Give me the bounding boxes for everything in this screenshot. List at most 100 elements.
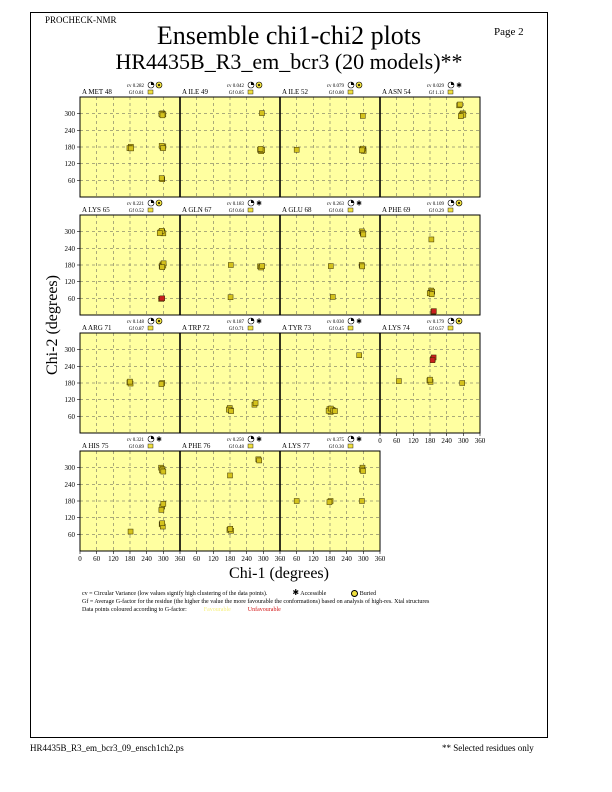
- panel-residue-label: A ILE 52: [282, 88, 309, 96]
- data-point: [359, 498, 365, 504]
- panel-cv-label: cv 0.187: [227, 320, 245, 325]
- data-point-unfavourable: [429, 357, 436, 363]
- legend-gf-text: Gf = Average G-factor for the residue (t…: [82, 599, 430, 605]
- panel-gf-label: Gf 0.64: [229, 209, 245, 214]
- cv-pie-slice: [451, 318, 454, 321]
- page-frame: [30, 12, 548, 738]
- y-tick-label: 240: [65, 245, 76, 253]
- buried-icon-dot: [458, 202, 460, 204]
- accessible-icon: ✱: [256, 318, 262, 326]
- legend-cv-row: cv = Circular Variance (low values signi…: [82, 589, 429, 598]
- data-point: [158, 175, 165, 181]
- panel-gf-label: Gf 0.57: [429, 327, 445, 332]
- footer-note: ** Selected residues only: [442, 743, 534, 753]
- y-tick-label: 180: [65, 262, 76, 270]
- x-tick-label: 0: [78, 555, 82, 563]
- panel-gf-label: Gf 0.81: [129, 91, 145, 96]
- panel-gf-label: Gf 0.71: [229, 327, 245, 332]
- buried-icon-dot: [258, 84, 260, 86]
- panel-cv-label: cv 0.221: [127, 202, 145, 207]
- cv-pie-slice: [251, 200, 254, 203]
- y-tick-label: 180: [65, 498, 76, 506]
- panel-gf-label: Gf 0.87: [129, 327, 145, 332]
- buried-icon-dot: [358, 84, 360, 86]
- panel-residue-label: A ARG 71: [82, 324, 112, 332]
- gf-swatch: [447, 89, 454, 95]
- gf-swatch: [147, 89, 154, 95]
- panel-gf-label: Gf 0.80: [329, 91, 345, 96]
- x-tick-label: 120: [308, 555, 319, 563]
- gf-swatch: [247, 443, 254, 449]
- data-point: [227, 526, 234, 532]
- panel-cv-label: cv 0.183: [227, 202, 245, 207]
- y-tick-label: 60: [68, 531, 76, 539]
- data-point: [259, 110, 265, 116]
- panel-residue-label: A LYS 77: [282, 442, 310, 450]
- x-axis-title: Chi-1 (degrees): [229, 565, 329, 582]
- y-tick-label: 240: [65, 363, 76, 371]
- buried-icon: [351, 590, 359, 598]
- data-point-unfavourable: [159, 295, 165, 302]
- panel-residue-label: A GLN 67: [182, 206, 212, 214]
- cv-pie-slice: [151, 436, 154, 439]
- gf-swatch: [147, 325, 154, 331]
- x-tick-label: 300: [258, 555, 269, 563]
- x-tick-label: 180: [225, 555, 236, 563]
- gf-swatch: [247, 325, 254, 331]
- legend-buried-label: Buried: [359, 591, 377, 597]
- data-point: [457, 101, 463, 108]
- panel-residue-label: A LYS 65: [82, 206, 110, 214]
- y-tick-label: 180: [65, 380, 76, 388]
- data-point: [328, 263, 334, 269]
- data-point: [428, 236, 435, 243]
- gf-swatch: [247, 207, 254, 213]
- x-tick-label: 300: [458, 437, 469, 445]
- panel-gf-label: Gf 0.45: [329, 327, 345, 332]
- cv-pie-slice: [251, 436, 254, 439]
- cv-pie-slice: [151, 200, 154, 203]
- cv-pie-slice: [451, 200, 454, 203]
- data-point: [293, 147, 300, 153]
- data-point: [159, 264, 165, 270]
- gf-swatch: [447, 325, 454, 331]
- data-point: [252, 400, 259, 406]
- y-tick-label: 300: [65, 228, 76, 236]
- panel-residue-label: A PHE 76: [182, 442, 211, 450]
- data-point: [359, 147, 365, 154]
- accessible-icon: ✱: [292, 588, 300, 597]
- panel-residue-label: A TYR 73: [282, 324, 312, 332]
- footer-filename: HR4435B_R3_em_bcr3_09_ensch1ch2.ps: [30, 743, 184, 753]
- cv-pie-slice: [151, 318, 154, 321]
- x-tick-label: 240: [141, 555, 152, 563]
- cv-pie-slice: [351, 200, 354, 203]
- data-point: [128, 145, 134, 152]
- buried-icon-dot: [458, 320, 460, 322]
- y-tick-label: 60: [68, 413, 76, 421]
- data-point: [156, 230, 163, 236]
- x-tick-label: 120: [408, 437, 419, 445]
- data-point: [427, 376, 433, 383]
- data-point: [160, 468, 167, 475]
- data-point: [326, 499, 333, 505]
- x-tick-label: 360: [375, 555, 386, 563]
- x-tick-label: 0: [378, 437, 382, 445]
- legend-colour-row: Data points coloured according to G-fact…: [82, 606, 429, 614]
- panel-cv-label: cv 0.250: [227, 438, 245, 443]
- data-point: [458, 113, 464, 119]
- panel-cv-label: cv 0.030: [327, 320, 345, 325]
- x-tick-label: 240: [441, 437, 452, 445]
- y-axis-title: Chi-2 (degrees): [44, 275, 61, 375]
- panel-cv-label: cv 0.148: [127, 320, 145, 325]
- data-point: [459, 380, 465, 386]
- data-point: [360, 231, 367, 238]
- data-point: [227, 472, 233, 479]
- data-point: [293, 498, 300, 504]
- panel-residue-label: A TRP 72: [182, 324, 210, 332]
- y-tick-label: 120: [65, 514, 76, 522]
- gf-swatch: [447, 207, 454, 213]
- data-point: [160, 145, 166, 151]
- panel-gf-label: Gf 0.61: [329, 209, 345, 214]
- x-tick-label: 120: [208, 555, 219, 563]
- cv-pie-slice: [251, 318, 254, 321]
- accessible-icon: ✱: [356, 200, 362, 208]
